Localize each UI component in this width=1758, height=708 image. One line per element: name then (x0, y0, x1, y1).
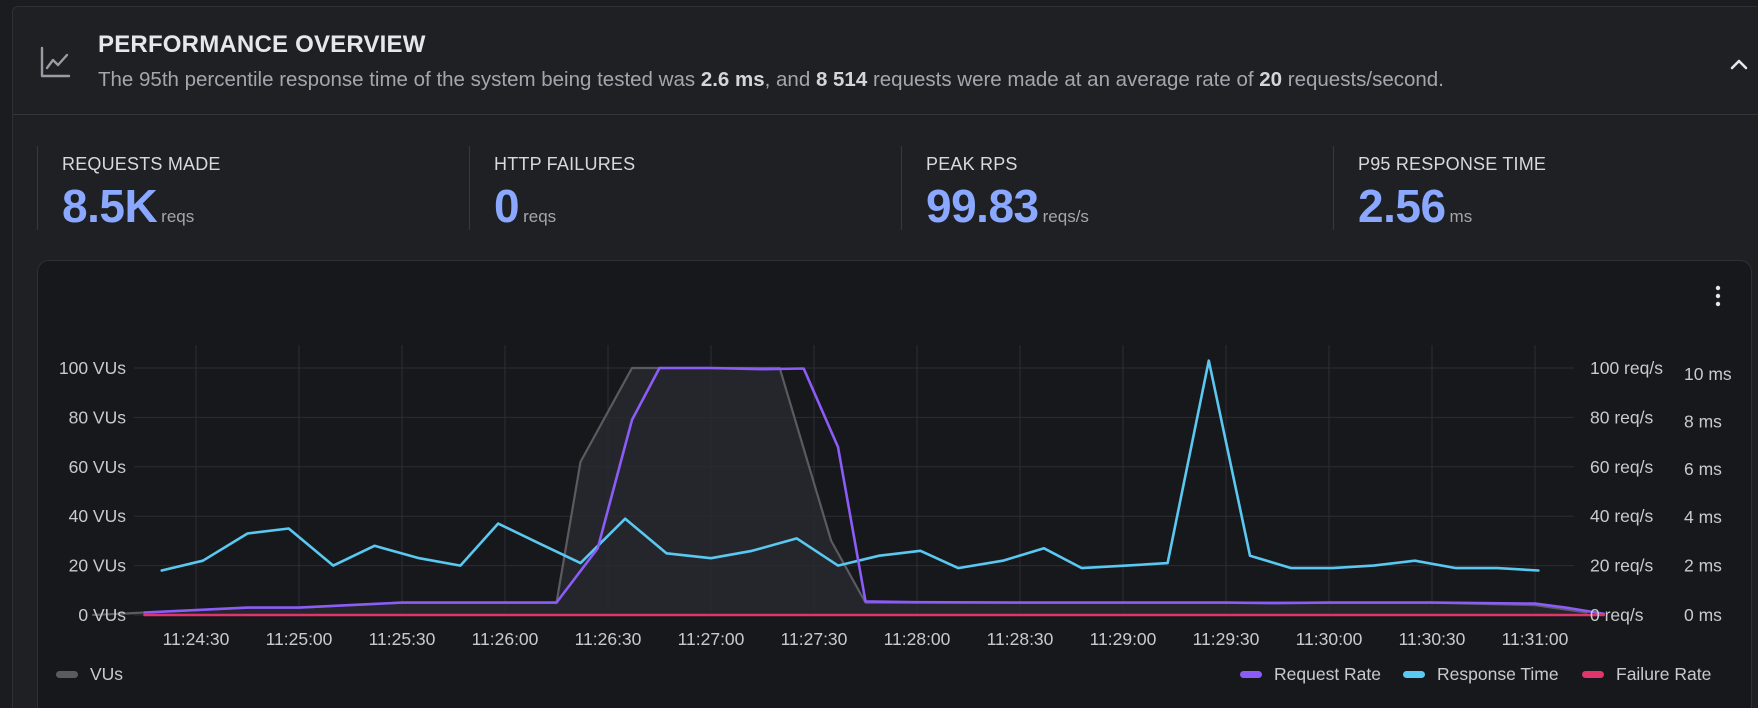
stat-p95-response-time: P95 RESPONSE TIME 2.56 ms (1333, 146, 1547, 232)
legend-swatch (1403, 671, 1425, 678)
line-chart-icon (40, 46, 71, 78)
stat-peak-rps: PEAK RPS 99.83 reqs/s (901, 146, 1089, 232)
stat-label: REQUESTS MADE (62, 154, 221, 174)
legend-failure-rate[interactable]: Failure Rate (1582, 664, 1711, 685)
kebab-menu-icon[interactable] (1708, 281, 1728, 311)
p95-summary-value: 2.6 ms (700, 68, 765, 91)
legend-label: Failure Rate (1616, 664, 1712, 684)
panel-summary: The 95th percentile response time of the… (98, 68, 1444, 91)
stat-label: P95 RESPONSE TIME (1358, 154, 1547, 174)
legend-label: Request Rate (1274, 664, 1382, 684)
stat-value: 8.5K (62, 180, 158, 232)
stat-value: 2.56 (1358, 180, 1446, 232)
stat-unit: ms (1449, 207, 1473, 226)
legend-swatch (56, 671, 78, 678)
legend-request-rate[interactable]: Request Rate (1240, 664, 1381, 685)
legend-label: Response Time (1437, 664, 1559, 684)
legend-label: VUs (90, 664, 124, 684)
legend-vus[interactable]: VUs (56, 664, 123, 685)
stat-label: PEAK RPS (926, 154, 1018, 174)
chevron-up-icon[interactable] (1727, 53, 1751, 77)
stat-unit: reqs (161, 207, 195, 226)
panel-header[interactable]: PERFORMANCE OVERVIEW The 95th percentile… (13, 7, 1758, 115)
stat-http-failures: HTTP FAILURES 0 reqs (469, 146, 636, 232)
legend-response-time[interactable]: Response Time (1403, 664, 1559, 685)
avg-rate-summary-value: 20 (1259, 68, 1283, 91)
performance-chart-card (37, 260, 1752, 708)
stat-unit: reqs (523, 207, 557, 226)
stat-label: HTTP FAILURES (494, 154, 636, 174)
legend-swatch (1240, 671, 1262, 678)
panel-title: PERFORMANCE OVERVIEW (98, 31, 426, 58)
requests-summary-value: 8 514 (815, 68, 868, 91)
legend-swatch (1582, 671, 1604, 678)
stat-value: 99.83 (926, 180, 1039, 232)
stat-value: 0 (494, 180, 520, 232)
stat-unit: reqs/s (1042, 207, 1089, 226)
stat-requests-made: REQUESTS MADE 8.5K reqs (37, 146, 221, 232)
